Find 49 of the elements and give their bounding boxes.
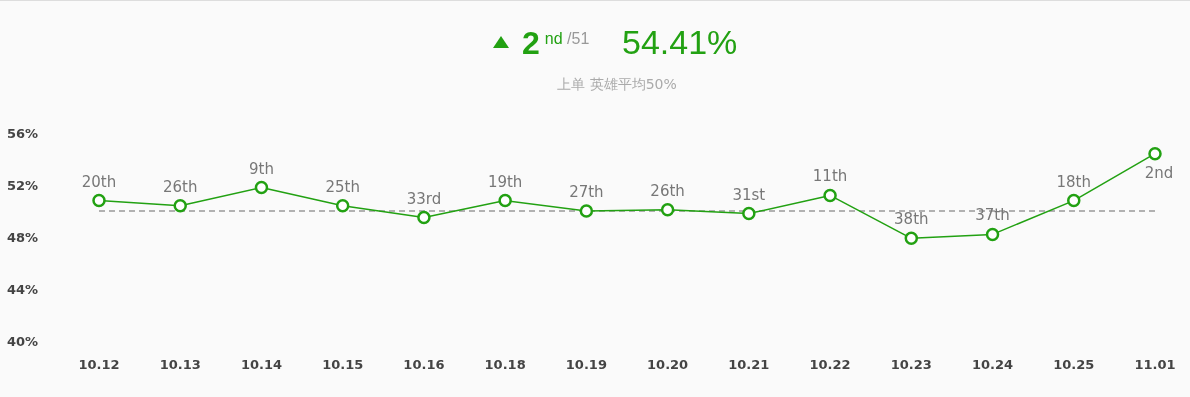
point [173,199,187,213]
annotation: 27th [569,183,604,201]
annotation: 33rd [406,189,442,208]
point [335,199,350,213]
x-tick-label: 10.23 [890,357,932,372]
annotation: 26th [162,177,198,196]
x-tick-label: 10.22 [809,357,851,372]
text: 54.41% [622,23,738,61]
annotation: 25th [325,177,360,196]
chart-subtitle: 上单 英雄平均50% [557,76,677,92]
point [904,231,919,246]
x-tick-label: 10.14 [240,357,283,372]
annotation: 37th [975,206,1010,225]
annotation: 2nd [1144,163,1174,182]
y-tick-label: 52% [6,177,38,193]
annotation: 11th [812,167,848,186]
annotation: 38th [894,210,929,229]
point [254,180,269,195]
x-tick-label: 10.16 [403,357,445,372]
annotation: 18th [1056,172,1092,191]
annotation: 26th [650,181,685,200]
point [579,204,594,218]
x-tick-label: 10.19 [565,357,607,372]
y-tick-label: 44% [6,281,38,297]
point [985,227,1000,242]
annotation: 31st [732,185,766,204]
x-tick-label: 10.15 [322,357,364,372]
x-tick-label: 11.01 [1134,357,1176,372]
x-tick-label: 10.20 [647,357,689,372]
annotation: 20th [81,172,117,191]
point [742,206,756,221]
point [1148,146,1162,161]
annotation: 19th [487,172,523,191]
x-tick-label: 10.13 [159,357,201,372]
annotation: 9th [248,159,274,178]
point [417,210,431,225]
y-tick-label: 56% [6,125,38,141]
x-tick-label: 10.12 [78,357,120,372]
y-tick-label: 40% [6,333,38,349]
x-tick-label: 10.18 [484,357,526,372]
point [1067,193,1081,208]
x-tick-label: 10.24 [971,357,1014,372]
x-tick-label: 10.21 [728,357,770,372]
point [823,188,837,203]
y-tick-label: 48% [6,229,38,245]
x-tick-label: 10.25 [1053,357,1095,372]
point [660,202,675,217]
point [498,193,512,208]
point [92,193,106,208]
